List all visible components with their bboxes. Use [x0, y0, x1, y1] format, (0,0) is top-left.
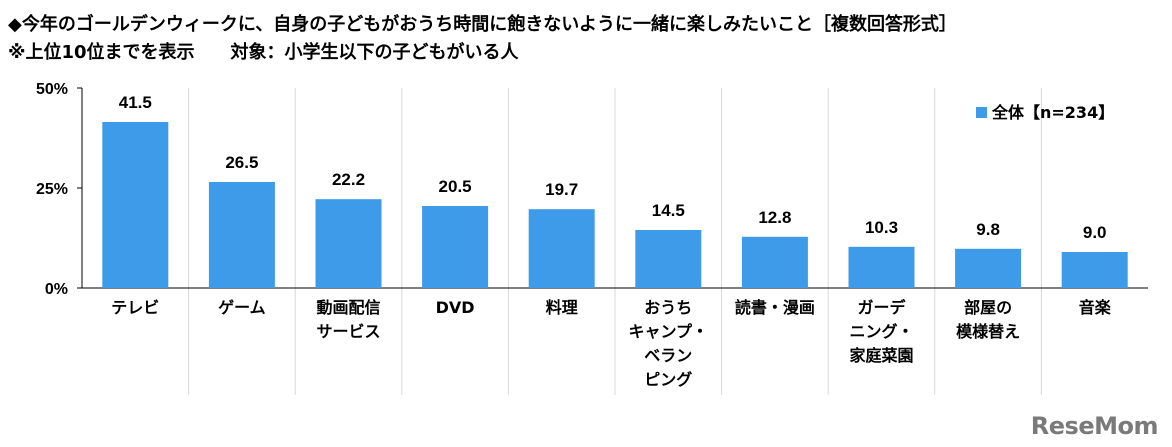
- data-label: 9.8: [976, 220, 1000, 239]
- category-label: 部屋の: [964, 298, 1012, 317]
- category-label: 動画配信: [316, 298, 380, 317]
- data-label: 26.5: [225, 153, 258, 172]
- bar: [102, 122, 169, 288]
- y-tick-label: 50%: [36, 81, 68, 98]
- category-label: 音楽: [1079, 298, 1112, 317]
- category-label: 模様替え: [956, 322, 1020, 341]
- bar: [848, 246, 915, 288]
- legend-label: 全体【n=234】: [991, 103, 1114, 122]
- category-label: DVD: [436, 298, 475, 317]
- y-tick-label: 0%: [45, 281, 68, 298]
- chart-title: ◆今年のゴールデンウィークに、自身の子どもがおうち時間に飽きないように一緒に楽し…: [8, 14, 957, 35]
- category-label: おうち: [644, 298, 692, 317]
- bar: [1061, 252, 1128, 288]
- category-label: ピング: [644, 370, 692, 389]
- category-label: 料理: [546, 298, 578, 317]
- bar: [955, 248, 1022, 288]
- legend-swatch: [976, 107, 987, 118]
- bar: [528, 209, 595, 288]
- category-label: ニング・: [849, 322, 913, 341]
- category-label: キャンプ・: [629, 322, 709, 341]
- category-label: ベラン: [644, 346, 692, 365]
- chart-subtitle: ※上位10位までを表示 対象：小学生以下の子どもがいる人: [8, 42, 519, 63]
- bar: [315, 199, 382, 288]
- category-label: ゲーム: [218, 298, 266, 317]
- category-label: サービス: [316, 322, 380, 341]
- data-label: 12.8: [758, 208, 791, 227]
- data-label: 19.7: [545, 180, 578, 199]
- bar: [208, 182, 275, 288]
- data-label: 22.2: [332, 170, 365, 189]
- category-label: 読書・漫画: [735, 298, 815, 317]
- bar: [741, 236, 808, 288]
- y-tick-label: 25%: [36, 181, 68, 198]
- category-label: ガーデ: [857, 298, 906, 317]
- bar: [635, 230, 702, 288]
- bar: [422, 206, 489, 288]
- data-label: 14.5: [652, 201, 685, 220]
- category-label: テレビ: [111, 298, 159, 317]
- data-label: 41.5: [119, 93, 152, 112]
- category-label: 家庭菜園: [849, 346, 913, 365]
- data-label: 9.0: [1083, 223, 1107, 242]
- watermark-logo: ReseMom: [1030, 412, 1159, 440]
- data-label: 10.3: [865, 218, 898, 237]
- data-label: 20.5: [439, 177, 472, 196]
